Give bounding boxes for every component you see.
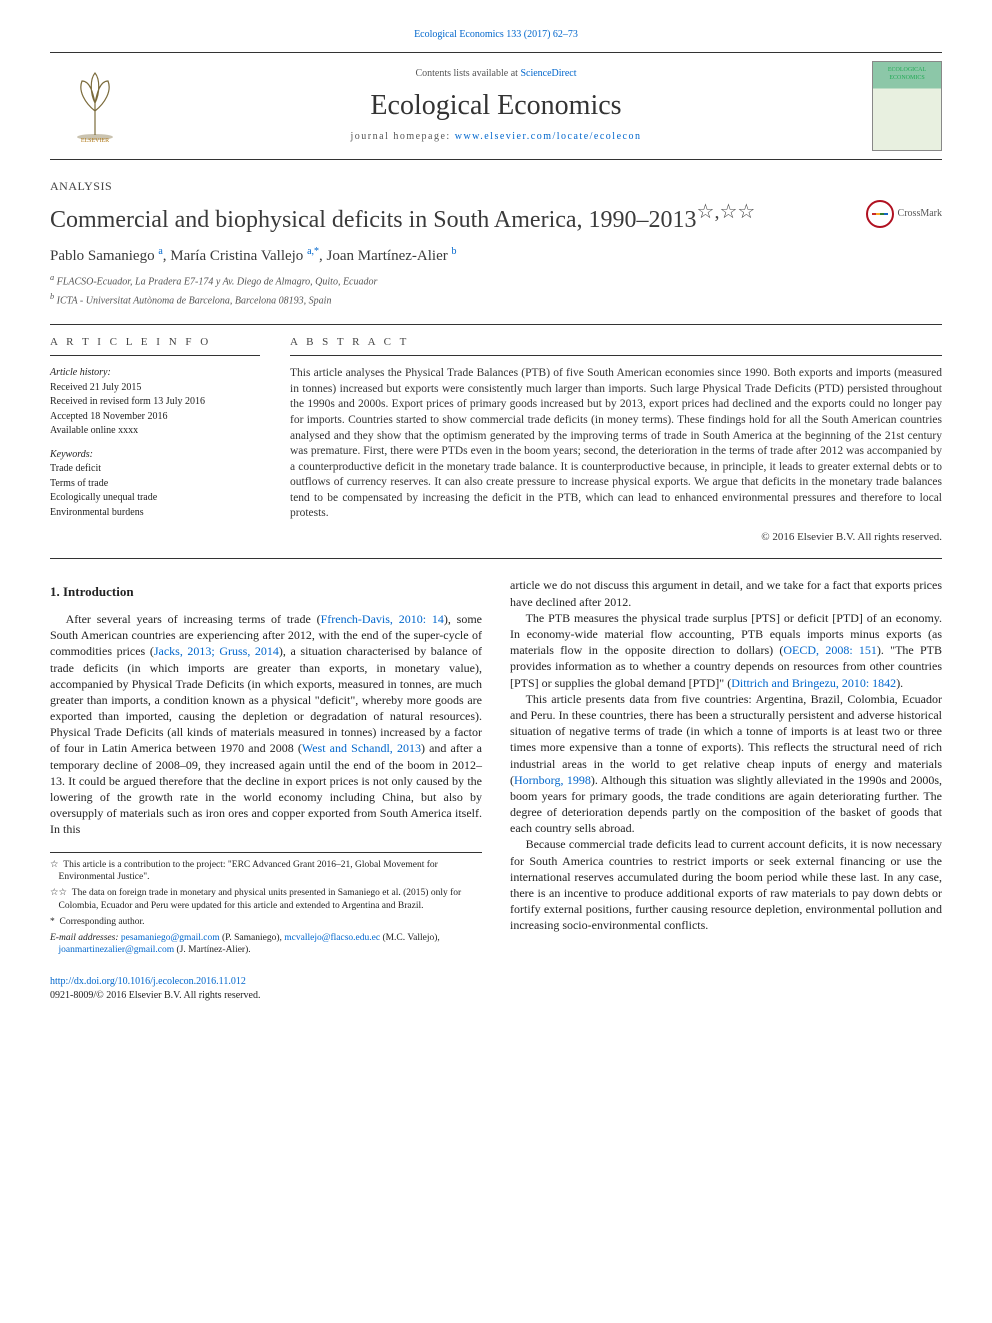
author-1: Pablo Samaniego a xyxy=(50,248,163,264)
para-5: Because commercial trade deficits lead t… xyxy=(510,836,942,933)
history-online: Available online xxxx xyxy=(50,424,260,438)
email-vallejo[interactable]: mcvallejo@flacso.edu.ec xyxy=(284,933,380,943)
elsevier-tree-icon: ELSEVIER xyxy=(60,63,130,148)
footnote-star: ☆ This article is a contribution to the … xyxy=(50,859,482,885)
cite-dittrich[interactable]: Dittrich and Bringezu, 2010: 1842 xyxy=(731,676,896,690)
affil-mark-a-corr[interactable]: a,* xyxy=(307,246,319,257)
article-title: Commercial and biophysical deficits in S… xyxy=(50,200,854,235)
keyword-2: Terms of trade xyxy=(50,477,260,491)
journal-homepage-link[interactable]: www.elsevier.com/locate/ecolecon xyxy=(455,131,642,142)
history-revised: Received in revised form 13 July 2016 xyxy=(50,395,260,409)
journal-citation-link[interactable]: Ecological Economics 133 (2017) 62–73 xyxy=(414,29,578,40)
title-footnote-stars: ☆,☆☆ xyxy=(697,201,756,223)
para-1: After several years of increasing terms … xyxy=(50,611,482,838)
cite-west-schandl[interactable]: West and Schandl, 2013 xyxy=(302,741,421,755)
footnote-corresponding: * Corresponding author. xyxy=(50,916,482,929)
article-info-head: A R T I C L E I N F O xyxy=(50,335,260,350)
abstract-head: A B S T R A C T xyxy=(290,335,942,350)
affil-mark-a[interactable]: a xyxy=(158,246,162,257)
email-samaniego[interactable]: pesamaniego@gmail.com xyxy=(121,933,220,943)
sciencedirect-link[interactable]: ScienceDirect xyxy=(520,68,576,79)
keywords-block: Keywords: Trade deficit Terms of trade E… xyxy=(50,448,260,520)
author-list: Pablo Samaniego a, María Cristina Vallej… xyxy=(50,245,942,266)
history-head: Article history: xyxy=(50,366,260,380)
masthead: ELSEVIER Contents lists available at Sci… xyxy=(50,52,942,160)
cite-hornborg[interactable]: Hornborg, 1998 xyxy=(514,773,591,787)
journal-citation-top: Ecological Economics 133 (2017) 62–73 xyxy=(50,28,942,42)
article-type: ANALYSIS xyxy=(50,178,942,194)
doi-link[interactable]: http://dx.doi.org/10.1016/j.ecolecon.201… xyxy=(50,976,246,987)
rule-info xyxy=(50,355,260,356)
para-3: The PTB measures the physical trade surp… xyxy=(510,610,942,691)
abstract-copyright: © 2016 Elsevier B.V. All rights reserved… xyxy=(290,530,942,545)
article-history: Article history: Received 21 July 2015 R… xyxy=(50,366,260,438)
article-body: 1. Introduction After several years of i… xyxy=(50,577,942,957)
svg-text:ELSEVIER: ELSEVIER xyxy=(81,138,109,143)
affiliation-a: a FLACSO-Ecuador, La Pradera E7-174 y Av… xyxy=(50,272,942,289)
para-4: This article presents data from five cou… xyxy=(510,691,942,837)
footnote-doublestar: ☆☆ The data on foreign trade in monetary… xyxy=(50,887,482,913)
email-martinez[interactable]: joanmartinezalier@gmail.com xyxy=(59,945,175,955)
doi-block: http://dx.doi.org/10.1016/j.ecolecon.201… xyxy=(50,975,942,1002)
crossmark-badge[interactable]: CrossMark xyxy=(866,200,942,228)
cite-oecd[interactable]: OECD, 2008: 151 xyxy=(783,643,877,657)
history-received: Received 21 July 2015 xyxy=(50,381,260,395)
publisher-logo: ELSEVIER xyxy=(50,63,140,148)
journal-homepage: journal homepage: www.elsevier.com/locat… xyxy=(140,130,852,144)
affiliation-b: b ICTA - Universitat Autònoma de Barcelo… xyxy=(50,291,942,308)
keywords-head: Keywords: xyxy=(50,448,260,462)
history-accepted: Accepted 18 November 2016 xyxy=(50,410,260,424)
rule-below-meta xyxy=(50,558,942,559)
keyword-4: Environmental burdens xyxy=(50,506,260,520)
journal-name: Ecological Economics xyxy=(140,87,852,125)
keyword-1: Trade deficit xyxy=(50,462,260,476)
contents-available: Contents lists available at ScienceDirec… xyxy=(140,67,852,81)
affil-mark-b[interactable]: b xyxy=(451,246,456,257)
rule-abstract xyxy=(290,355,942,356)
footnote-emails: E-mail addresses: pesamaniego@gmail.com … xyxy=(50,932,482,958)
abstract-text: This article analyses the Physical Trade… xyxy=(290,366,942,521)
author-3: Joan Martínez-Alier b xyxy=(327,248,457,264)
section-1-heading: 1. Introduction xyxy=(50,583,482,601)
footnotes-block: ☆ This article is a contribution to the … xyxy=(50,852,482,958)
cite-jacks-gruss[interactable]: Jacks, 2013; Gruss, 2014 xyxy=(154,644,279,658)
author-2: María Cristina Vallejo a,* xyxy=(170,248,319,264)
issn-copyright: 0921-8009/© 2016 Elsevier B.V. All right… xyxy=(50,989,942,1003)
cite-ffrench-davis[interactable]: Ffrench-Davis, 2010: 14 xyxy=(321,612,444,626)
journal-cover-thumb: ECOLOGICAL ECONOMICS xyxy=(872,61,942,151)
affiliations: a FLACSO-Ecuador, La Pradera E7-174 y Av… xyxy=(50,272,942,308)
rule-above-meta xyxy=(50,324,942,325)
keyword-3: Ecologically unequal trade xyxy=(50,491,260,505)
para-2: article we do not discuss this argument … xyxy=(510,577,942,609)
crossmark-icon xyxy=(866,200,894,228)
